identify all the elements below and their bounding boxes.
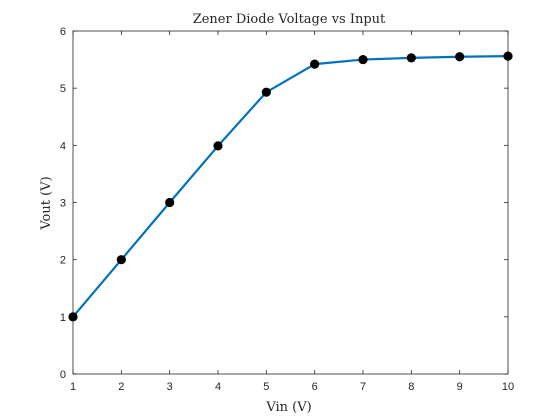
y-axis-ticks: 0 1 2 3 4 5 6	[60, 26, 508, 381]
y-axis-label: Vout (V)	[39, 176, 54, 230]
x-tick-label: 8	[408, 381, 414, 393]
x-tick-label: 7	[360, 381, 366, 393]
y-tick-label: 2	[60, 255, 66, 267]
plot-area-frame	[72, 30, 509, 375]
data-point	[213, 141, 223, 151]
data-point	[310, 59, 320, 69]
y-tick-label: 1	[60, 312, 66, 324]
x-axis-label: Vin (V)	[265, 400, 311, 415]
chart-title: Zener Diode Voltage vs Input	[193, 12, 386, 27]
x-tick-label: 3	[167, 381, 173, 393]
y-tick-label: 5	[60, 83, 66, 95]
x-tick-label: 9	[457, 381, 463, 393]
y-tick-label: 4	[60, 140, 66, 152]
data-point	[116, 255, 126, 265]
data-point	[455, 52, 465, 62]
data-point	[503, 51, 513, 61]
data-point	[406, 53, 416, 63]
series-line	[72, 55, 509, 318]
x-tick-label: 1	[70, 381, 76, 393]
x-axis-ticks: 1 2 3 4 5 6 7 8 9 10	[70, 31, 514, 393]
y-tick-label: 6	[60, 26, 66, 38]
x-tick-label: 5	[263, 381, 269, 393]
x-tick-label: 10	[502, 381, 514, 393]
y-tick-label: 3	[60, 198, 66, 210]
data-point	[68, 312, 78, 322]
y-tick-label: 0	[60, 369, 66, 381]
x-tick-label: 6	[312, 381, 318, 393]
x-tick-label: 4	[215, 381, 221, 393]
data-point	[165, 197, 175, 208]
data-point	[358, 54, 368, 65]
data-point	[261, 87, 271, 97]
series-markers	[68, 51, 513, 322]
x-tick-label: 2	[118, 381, 124, 393]
